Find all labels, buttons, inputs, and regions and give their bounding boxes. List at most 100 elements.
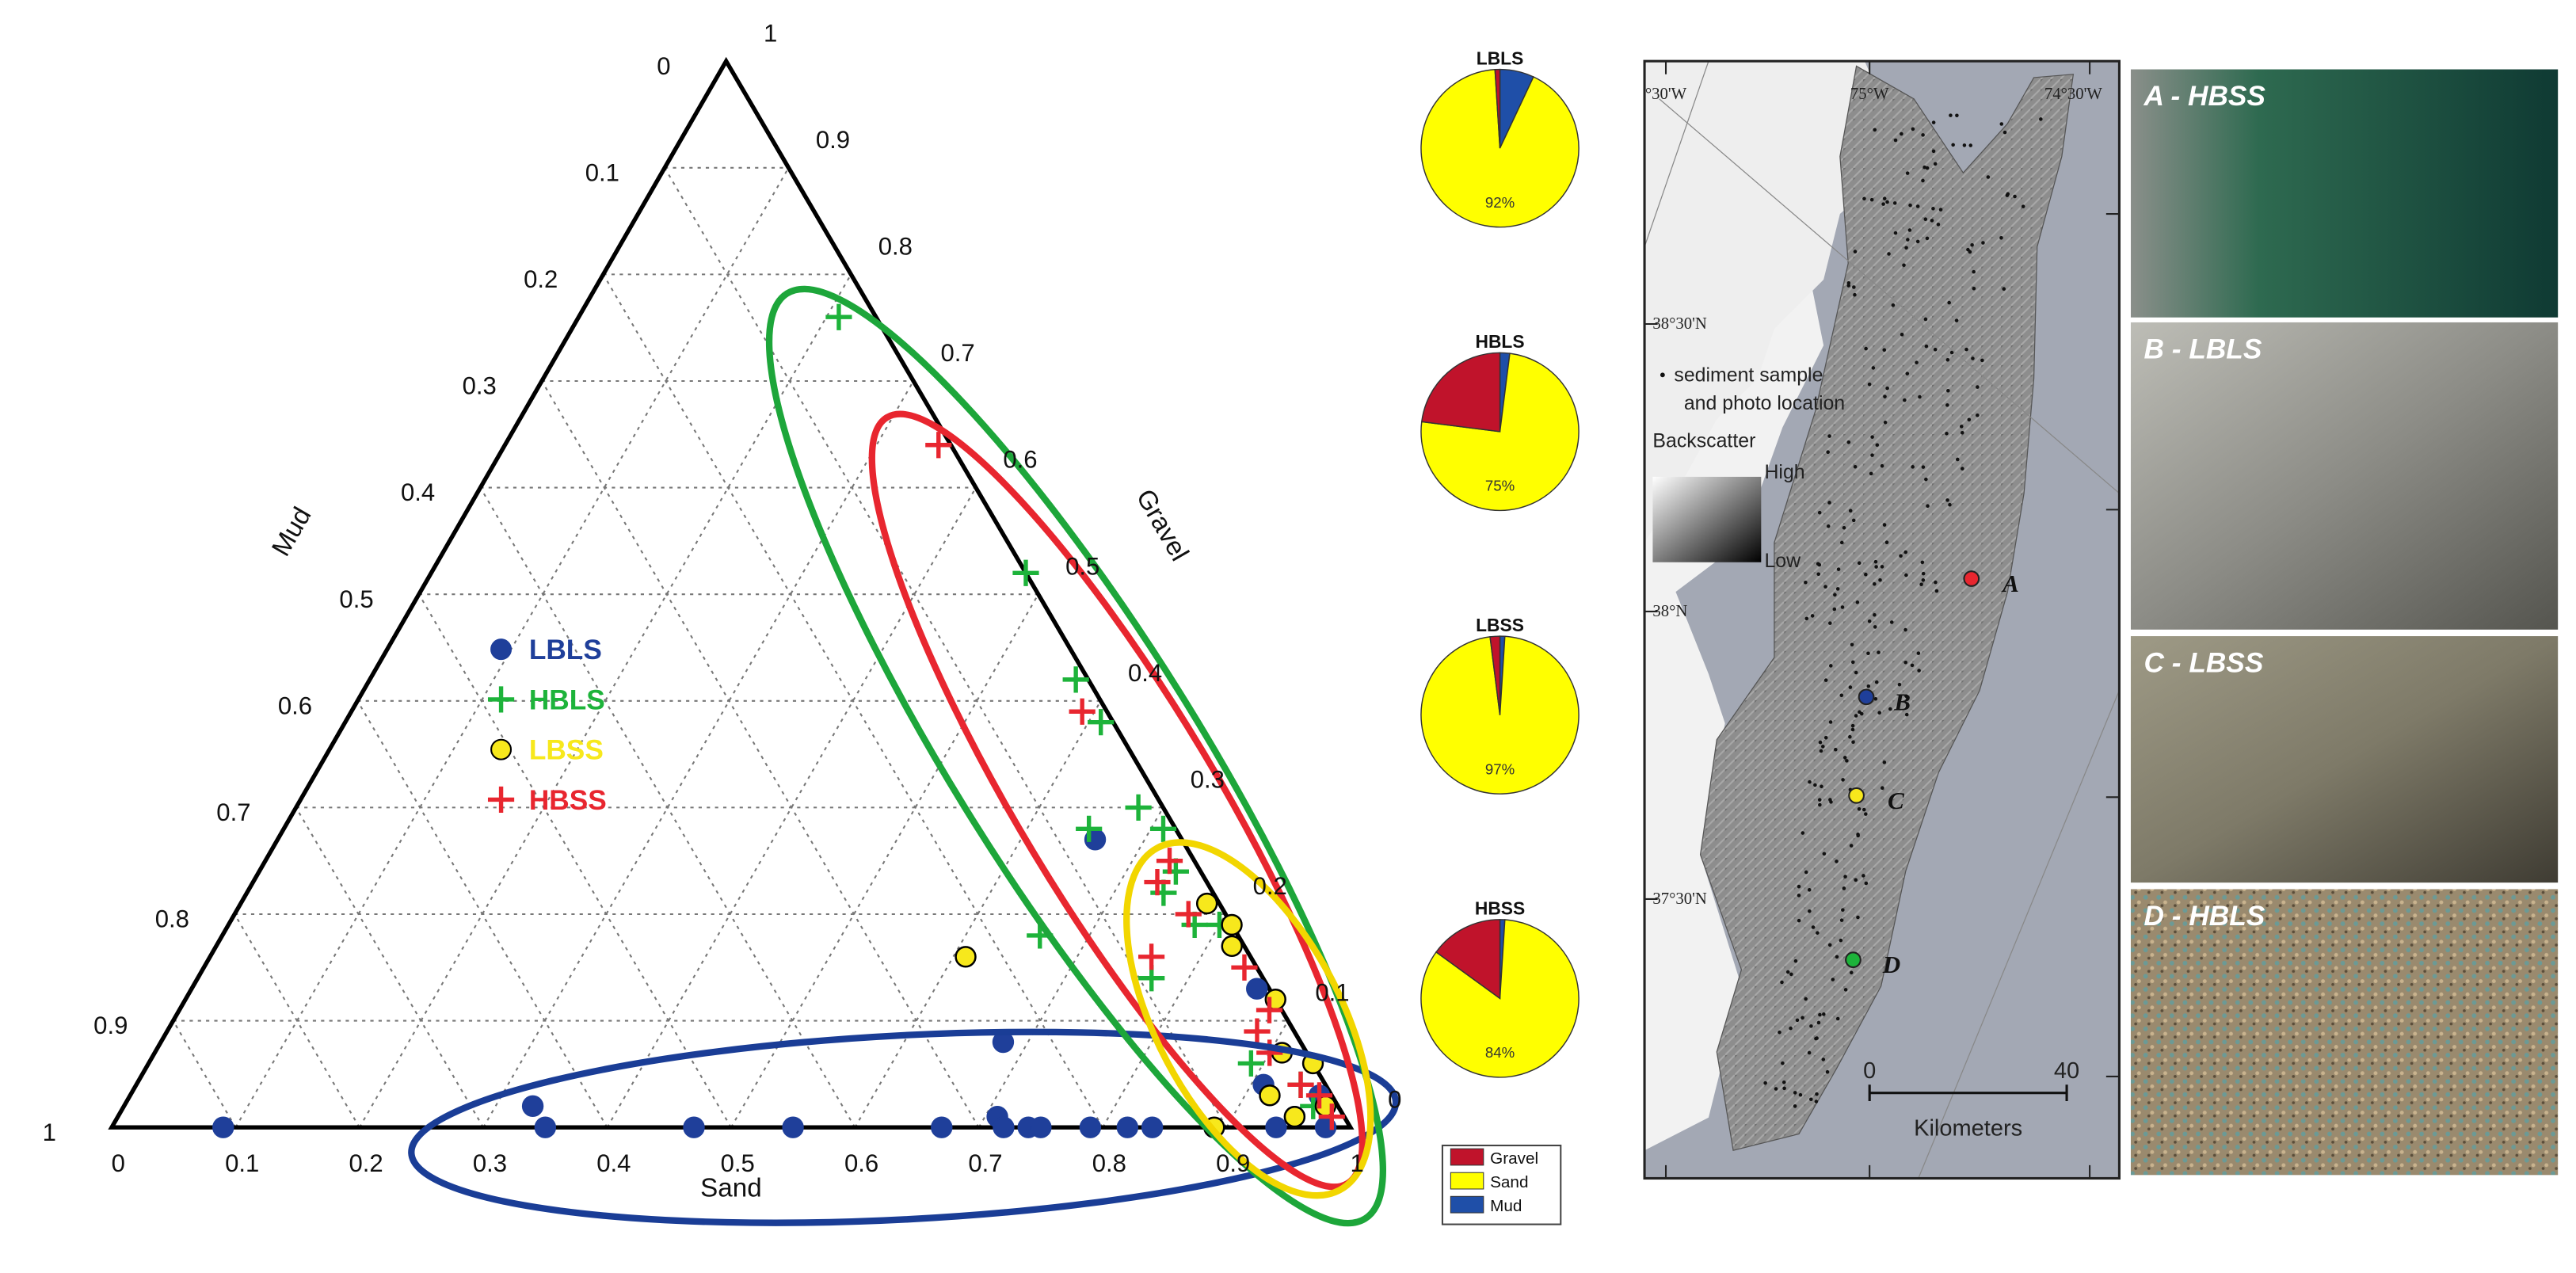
sample-dot [1797, 884, 1801, 889]
data-point [782, 1116, 804, 1138]
sample-dot [1867, 619, 1872, 623]
sample-dot [1859, 711, 1864, 716]
sample-dot [1945, 403, 1949, 407]
sample-dot [1869, 197, 1874, 202]
sample-dot [1925, 236, 1930, 241]
pie-title: LBLS [1477, 48, 1524, 68]
sample-dot [1882, 196, 1887, 200]
sample-dot [1810, 614, 1815, 618]
sample-dot [1903, 550, 1908, 555]
sample-dot [1948, 502, 1952, 507]
sample-dot [1763, 1081, 1767, 1085]
sample-dot [1931, 207, 1935, 211]
cluster-ellipse [408, 1028, 1400, 1226]
sample-dot [1797, 894, 1801, 898]
sample-dot [1782, 1086, 1786, 1091]
legend-label: Sand [1490, 1173, 1528, 1191]
sample-dot [1821, 745, 1825, 749]
sample-dot [1828, 621, 1832, 625]
land [1644, 61, 1906, 543]
legend-text: Low [1764, 550, 1801, 572]
backscatter-ramp [1652, 476, 1762, 562]
sample-dot [1959, 425, 1964, 429]
sample-dot [1999, 236, 2003, 240]
data-point [1256, 997, 1283, 1023]
sample-dot [1884, 540, 1889, 544]
sample-dot [1938, 208, 1943, 212]
sample-dot [1778, 1030, 1781, 1035]
sample-dot [2039, 117, 2043, 121]
legend-label: Mud [1490, 1197, 1522, 1215]
sample-dot [1853, 292, 1857, 297]
sample-dot [1970, 242, 1974, 247]
sample-dot [1852, 285, 1856, 289]
sand-tick-label: 0.1 [225, 1149, 259, 1177]
sample-dot [1921, 578, 1926, 582]
sample-dot [1822, 852, 1827, 856]
sample-dot [1921, 571, 1926, 576]
sample-dot [1836, 567, 1841, 571]
sand-tick-label: 0.9 [1216, 1149, 1250, 1177]
legend-swatch [1450, 1195, 1484, 1214]
survey-area [1699, 65, 2075, 1151]
sample-dot [1842, 525, 1846, 530]
sample-dot [1882, 523, 1887, 527]
sample-dot [1873, 625, 1877, 629]
data-point [1318, 1103, 1345, 1130]
data-point [521, 1095, 544, 1117]
sample-dot [1878, 577, 1882, 582]
sample-dot [1828, 720, 1833, 724]
sample-dot [1850, 642, 1854, 647]
axis-title: Mud [266, 502, 317, 561]
sand-tick-label: 0.3 [473, 1149, 507, 1177]
sample-dot [1923, 217, 1928, 221]
grid-line [356, 700, 608, 1128]
sample-dot [1903, 627, 1907, 632]
sample-dot [1945, 498, 1949, 502]
sample-dot [1807, 888, 1812, 892]
gravel-tick-label: 0.8 [878, 232, 913, 260]
sample-dot [1921, 133, 1925, 137]
sample-dot [1933, 162, 1938, 166]
sample-dot [1877, 650, 1881, 654]
sample-dot [1866, 684, 1871, 688]
legend-text: sediment sample [1674, 364, 1823, 387]
sample-dot [1843, 988, 1848, 992]
gravel-tick-label: 1 [764, 19, 777, 47]
sample-dot [1846, 440, 1851, 444]
sample-dot [1874, 565, 1878, 569]
sample-dot [1793, 1104, 1797, 1108]
sand-tick-label: 0.4 [596, 1149, 631, 1177]
sample-dot [1818, 802, 1822, 807]
sample-dot [1850, 660, 1855, 665]
legend-label: LBSS [529, 735, 604, 766]
sample-dot [1933, 347, 1938, 352]
sample-dot [1780, 980, 1784, 985]
grid-line [664, 167, 1228, 1128]
legend-label: HBSS [529, 785, 607, 816]
sample-dot [1931, 149, 1936, 154]
sample-dot [1956, 457, 1960, 462]
gravel-tick-label: 0.4 [1128, 659, 1162, 687]
sample-dot [1873, 612, 1877, 617]
sample-dot [2021, 204, 2025, 208]
gravel-tick-label: 0.5 [1065, 552, 1099, 580]
photo [2130, 69, 2559, 318]
sample-dot [1882, 348, 1887, 353]
sample-dot [2006, 192, 2010, 196]
sample-dot [1815, 1092, 1819, 1096]
sample-dot [1882, 760, 1887, 764]
data-point [1259, 1084, 1281, 1107]
sample-dot [1976, 385, 1980, 389]
data-point [1175, 901, 1202, 928]
sample-dot [1885, 386, 1889, 391]
sample-dot [1854, 714, 1858, 718]
sample-dot [1808, 779, 1812, 784]
triangle-frame [108, 56, 1355, 1130]
sample-dot [1850, 723, 1855, 728]
sample-dot [1915, 204, 1920, 208]
sample-dot [1976, 413, 1980, 417]
sample-dot [1892, 201, 1897, 205]
mud-tick-label: 1 [43, 1119, 56, 1146]
sample-dot [1920, 560, 1925, 565]
